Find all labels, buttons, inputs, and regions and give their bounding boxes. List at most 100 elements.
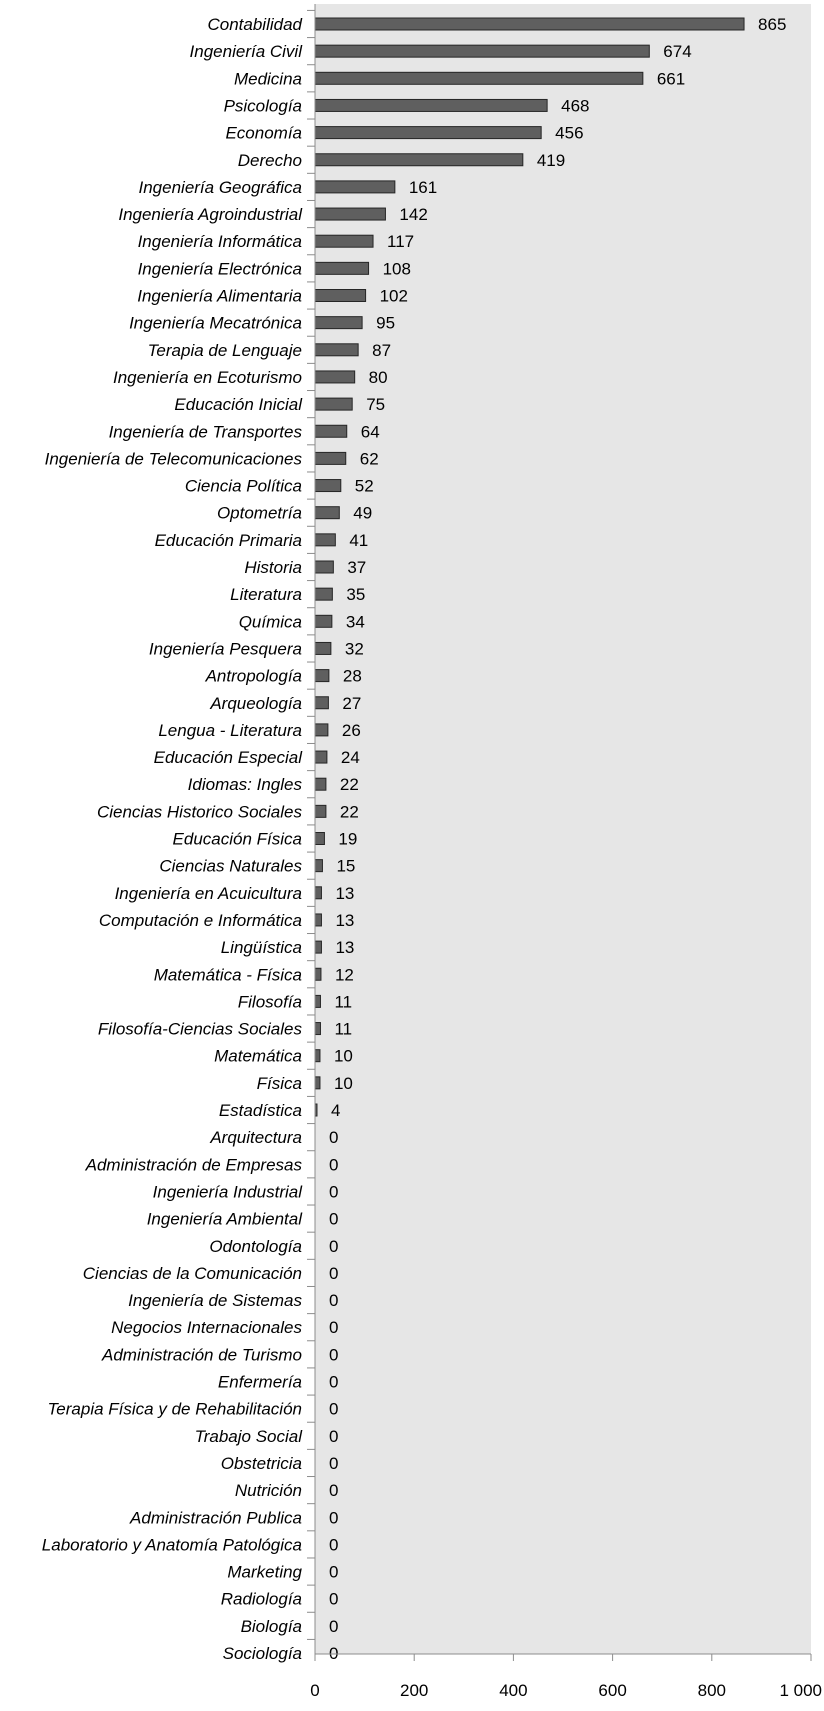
- bar: [314, 994, 321, 1008]
- data-label: 102: [380, 287, 408, 306]
- category-label: Matemática - Física: [154, 965, 302, 984]
- bar: [314, 506, 340, 520]
- data-label: 32: [345, 639, 364, 658]
- data-label: 0: [329, 1128, 338, 1147]
- category-label: Administración Publica: [129, 1508, 302, 1527]
- category-label: Psicología: [224, 96, 302, 115]
- category-label: Sociología: [223, 1644, 302, 1663]
- data-label: 865: [758, 15, 786, 34]
- category-label: Ingeniería Mecatrónica: [129, 314, 302, 333]
- category-label: Matemática: [214, 1047, 302, 1066]
- data-label: 108: [383, 259, 411, 278]
- data-label: 75: [366, 395, 385, 414]
- data-label: 0: [329, 1481, 338, 1500]
- data-label: 419: [537, 151, 565, 170]
- data-label: 10: [334, 1074, 353, 1093]
- category-labels-group: Contabilidad Ingeniería Civil Medicina Psic…: [42, 15, 303, 1663]
- bar: [314, 804, 327, 818]
- category-label: Ingeniería Informática: [138, 232, 302, 251]
- category-label: Arquitectura: [209, 1128, 302, 1147]
- data-label: 0: [329, 1535, 338, 1554]
- category-label: Química: [239, 612, 302, 631]
- category-label: Laboratorio y Anatomía Patológica: [42, 1535, 302, 1554]
- data-label: 13: [335, 938, 354, 957]
- bar: [314, 71, 644, 85]
- bar: [314, 750, 328, 764]
- bar: [314, 1076, 321, 1090]
- category-label: Educación Inicial: [174, 395, 303, 414]
- bar: [314, 397, 353, 411]
- data-label: 13: [335, 884, 354, 903]
- category-label: Terapia Física y de Rehabilitación: [47, 1400, 302, 1419]
- data-label: 0: [329, 1373, 338, 1392]
- bar: [314, 533, 336, 547]
- data-label: 468: [561, 96, 589, 115]
- bar: [314, 126, 542, 140]
- data-label: 34: [346, 612, 365, 631]
- category-label: Derecho: [238, 151, 302, 170]
- category-label: Odontología: [209, 1237, 302, 1256]
- data-label: 19: [338, 830, 357, 849]
- data-label: 26: [342, 721, 361, 740]
- data-label: 0: [329, 1508, 338, 1527]
- category-label: Terapia de Lenguaje: [148, 341, 302, 360]
- data-label: 37: [347, 558, 366, 577]
- data-label: 52: [355, 477, 374, 496]
- data-label: 80: [369, 368, 388, 387]
- category-label: Idiomas: Ingles: [188, 775, 303, 794]
- bar: [314, 98, 548, 112]
- bar: [314, 153, 524, 167]
- data-label: 0: [329, 1345, 338, 1364]
- x-tick-label: 1 000: [779, 1681, 822, 1700]
- data-label: 0: [329, 1400, 338, 1419]
- category-label: Ingeniería Civil: [190, 42, 304, 61]
- category-label: Ingeniería de Telecomunicaciones: [45, 449, 303, 468]
- data-label: 661: [657, 69, 685, 88]
- category-label: Educación Física: [173, 830, 302, 849]
- bar: [314, 587, 333, 601]
- category-label: Educación Primaria: [155, 531, 302, 550]
- bar: [314, 479, 342, 493]
- category-label: Enfermería: [218, 1373, 302, 1392]
- category-label: Física: [257, 1074, 302, 1093]
- category-label: Lingüística: [221, 938, 302, 957]
- bar: [314, 343, 359, 357]
- category-label: Filosofía-Ciencias Sociales: [98, 1020, 303, 1039]
- data-label: 4: [331, 1101, 340, 1120]
- category-label: Ingeniería de Transportes: [109, 422, 303, 441]
- category-label: Filosofía: [238, 992, 302, 1011]
- data-label: 0: [329, 1291, 338, 1310]
- category-label: Ingeniería Pesquera: [149, 639, 302, 658]
- x-tick-label: 200: [400, 1681, 428, 1700]
- data-label: 41: [349, 531, 368, 550]
- bar: [314, 560, 334, 574]
- data-label: 0: [329, 1182, 338, 1201]
- bar: [314, 913, 322, 927]
- data-label: 28: [343, 667, 362, 686]
- category-label: Ingeniería en Acuicultura: [115, 884, 302, 903]
- data-label: 35: [346, 585, 365, 604]
- bar: [314, 207, 386, 221]
- bar: [314, 316, 363, 330]
- bar: [314, 696, 329, 710]
- bar: [314, 44, 650, 58]
- category-label: Ingeniería de Sistemas: [128, 1291, 302, 1310]
- bar: [314, 424, 348, 438]
- data-label: 0: [329, 1210, 338, 1229]
- category-label: Contabilidad: [207, 15, 302, 34]
- data-label: 22: [340, 775, 359, 794]
- data-label: 10: [334, 1047, 353, 1066]
- category-label: Nutrición: [235, 1481, 302, 1500]
- bar: [314, 451, 347, 465]
- category-label: Ingeniería Industrial: [153, 1182, 304, 1201]
- data-label: 0: [329, 1454, 338, 1473]
- category-label: Computación e Informática: [99, 911, 302, 930]
- category-label: Administración de Empresas: [85, 1155, 303, 1174]
- data-label: 0: [329, 1563, 338, 1582]
- category-label: Obstetricia: [221, 1454, 302, 1473]
- bar: [314, 17, 745, 31]
- data-label: 22: [340, 802, 359, 821]
- category-label: Historia: [244, 558, 302, 577]
- data-label: 0: [329, 1155, 338, 1174]
